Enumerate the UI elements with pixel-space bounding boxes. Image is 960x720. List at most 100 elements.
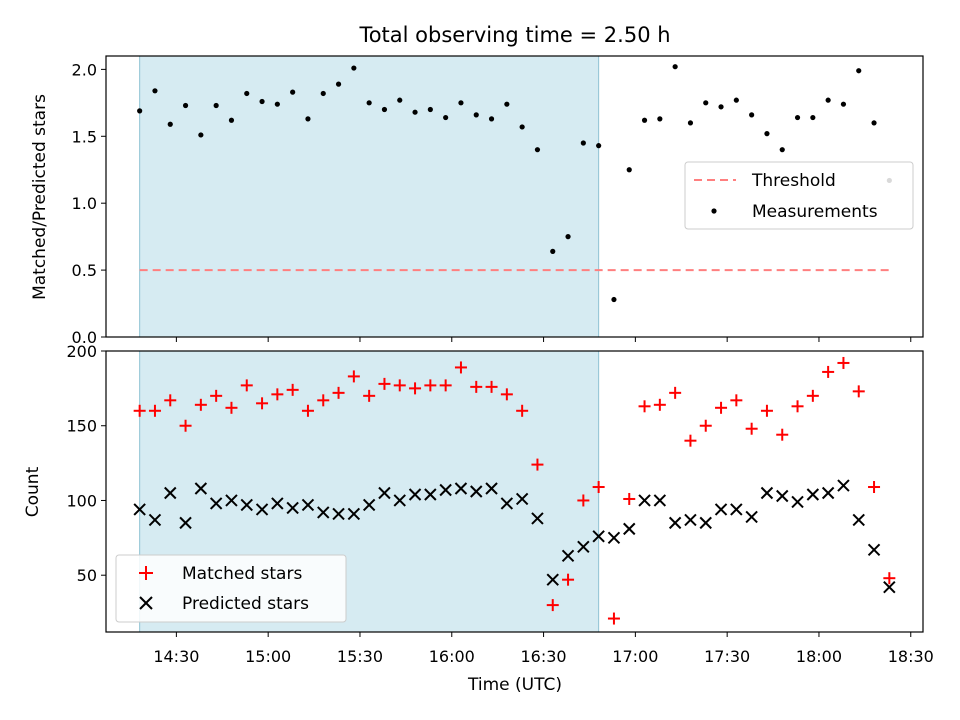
measurement-point bbox=[366, 100, 372, 106]
matched-star-marker bbox=[516, 404, 529, 417]
x-tick-label: 14:30 bbox=[153, 647, 199, 666]
measurement-point bbox=[320, 90, 326, 97]
measurement-point bbox=[565, 234, 571, 240]
measurement-point bbox=[244, 90, 250, 97]
predicted-star-marker bbox=[592, 530, 605, 543]
cross-b bbox=[225, 494, 238, 507]
cross-b bbox=[179, 516, 192, 530]
matched-star-marker bbox=[745, 422, 758, 435]
matched-star-marker bbox=[791, 400, 804, 413]
predicted-star-marker bbox=[684, 513, 697, 527]
matched-star-marker bbox=[347, 370, 360, 383]
matched-star-marker bbox=[806, 389, 819, 402]
matched-star-marker bbox=[332, 386, 345, 399]
measurement-point bbox=[305, 116, 311, 122]
matched-star-marker bbox=[883, 572, 896, 585]
measurement-point bbox=[259, 98, 265, 105]
x-tick-label: 16:30 bbox=[521, 647, 567, 666]
matched-star-marker bbox=[562, 573, 575, 586]
matched-star-marker bbox=[730, 394, 743, 407]
measurement-point bbox=[427, 106, 433, 113]
matched-star-marker bbox=[653, 398, 666, 411]
matched-star-marker bbox=[439, 379, 452, 392]
matched-star-marker bbox=[424, 379, 437, 392]
top-y-axis-label: Matched/Predicted stars bbox=[30, 94, 50, 300]
predicted-star-marker bbox=[607, 531, 621, 545]
matched-star-marker bbox=[699, 419, 712, 432]
cross-b bbox=[684, 513, 697, 527]
measurement-point bbox=[810, 114, 816, 121]
measurement-point bbox=[198, 132, 204, 138]
cross-b bbox=[653, 494, 667, 507]
predicted-star-marker bbox=[240, 498, 253, 512]
predicted-star-marker bbox=[255, 503, 269, 516]
predicted-legend-swatch bbox=[139, 596, 153, 610]
predicted-star-marker bbox=[623, 522, 636, 536]
measurement-point bbox=[351, 65, 357, 71]
predicted-star-marker bbox=[470, 485, 483, 498]
measurement-point bbox=[397, 97, 403, 103]
predicted-star-marker bbox=[362, 498, 376, 512]
matched-star-marker bbox=[592, 481, 605, 494]
top-y-tick-label: 0.5 bbox=[72, 261, 97, 280]
cross-b bbox=[485, 482, 498, 495]
measurement-point bbox=[703, 100, 709, 106]
x-tick-label: 17:30 bbox=[704, 647, 750, 666]
measurement-point bbox=[152, 88, 158, 94]
predicted-star-marker bbox=[485, 482, 498, 495]
cross-b bbox=[561, 549, 575, 562]
bottom-axes-frame bbox=[105, 350, 924, 633]
top-y-tick-label: 0.0 bbox=[72, 328, 97, 347]
matched-star-marker bbox=[317, 394, 330, 407]
measurement-point bbox=[550, 248, 556, 254]
top-y-ticks: 0.0 0.5 1.0 1.5 2.0 bbox=[72, 60, 106, 347]
matched-star-marker bbox=[546, 599, 559, 612]
cross-b bbox=[623, 522, 636, 536]
predicted-star-marker bbox=[531, 512, 544, 525]
predicted-star-marker bbox=[837, 479, 850, 492]
cross-b bbox=[500, 497, 514, 510]
measurement-point bbox=[779, 147, 785, 153]
predicted-star-marker bbox=[347, 507, 361, 521]
cross-b bbox=[607, 531, 621, 545]
cross-b bbox=[362, 498, 376, 512]
measurements-legend-swatch bbox=[711, 208, 717, 214]
cross-b bbox=[408, 488, 422, 501]
cross-b bbox=[776, 489, 789, 503]
top-axes-frame bbox=[105, 55, 924, 338]
cross-b bbox=[837, 479, 850, 492]
x-tick-label: 18:00 bbox=[796, 647, 842, 666]
predicted-star-marker bbox=[378, 486, 391, 500]
matched-star-marker bbox=[164, 394, 177, 407]
x-tick-label: 15:00 bbox=[245, 647, 291, 666]
measurement-point bbox=[825, 97, 831, 103]
chart-title: Total observing time = 2.50 h bbox=[358, 23, 670, 47]
predicted-star-marker bbox=[454, 482, 468, 495]
matched-legend-swatch bbox=[139, 566, 153, 580]
matched-star-marker bbox=[607, 612, 620, 625]
measurement-point bbox=[611, 296, 617, 303]
cross-b bbox=[347, 507, 361, 521]
bottom-y-tick-label: 50 bbox=[77, 566, 97, 585]
predicted-star-marker bbox=[776, 489, 789, 503]
matched-star-marker bbox=[363, 389, 376, 402]
cross-b bbox=[867, 543, 881, 556]
matched-star-marker bbox=[500, 388, 513, 401]
matched-star-marker bbox=[454, 361, 467, 374]
cross-b bbox=[821, 486, 835, 500]
cross-b bbox=[806, 488, 820, 501]
predicted-star-marker bbox=[286, 501, 299, 515]
threshold-legend-label: Threshold bbox=[751, 171, 836, 191]
predicted-star-marker bbox=[730, 503, 743, 516]
cross-b bbox=[393, 494, 406, 507]
measurement-point bbox=[856, 68, 862, 74]
x-tick-label: 18:30 bbox=[888, 647, 934, 666]
cross-b bbox=[209, 497, 223, 510]
matched-star-marker bbox=[286, 383, 299, 396]
measurement-point bbox=[381, 106, 388, 113]
matched-star-marker bbox=[210, 389, 223, 402]
measurement-point bbox=[488, 116, 495, 122]
measurement-point bbox=[580, 140, 586, 146]
predicted-star-marker bbox=[164, 486, 177, 500]
measurement-point bbox=[137, 108, 143, 114]
